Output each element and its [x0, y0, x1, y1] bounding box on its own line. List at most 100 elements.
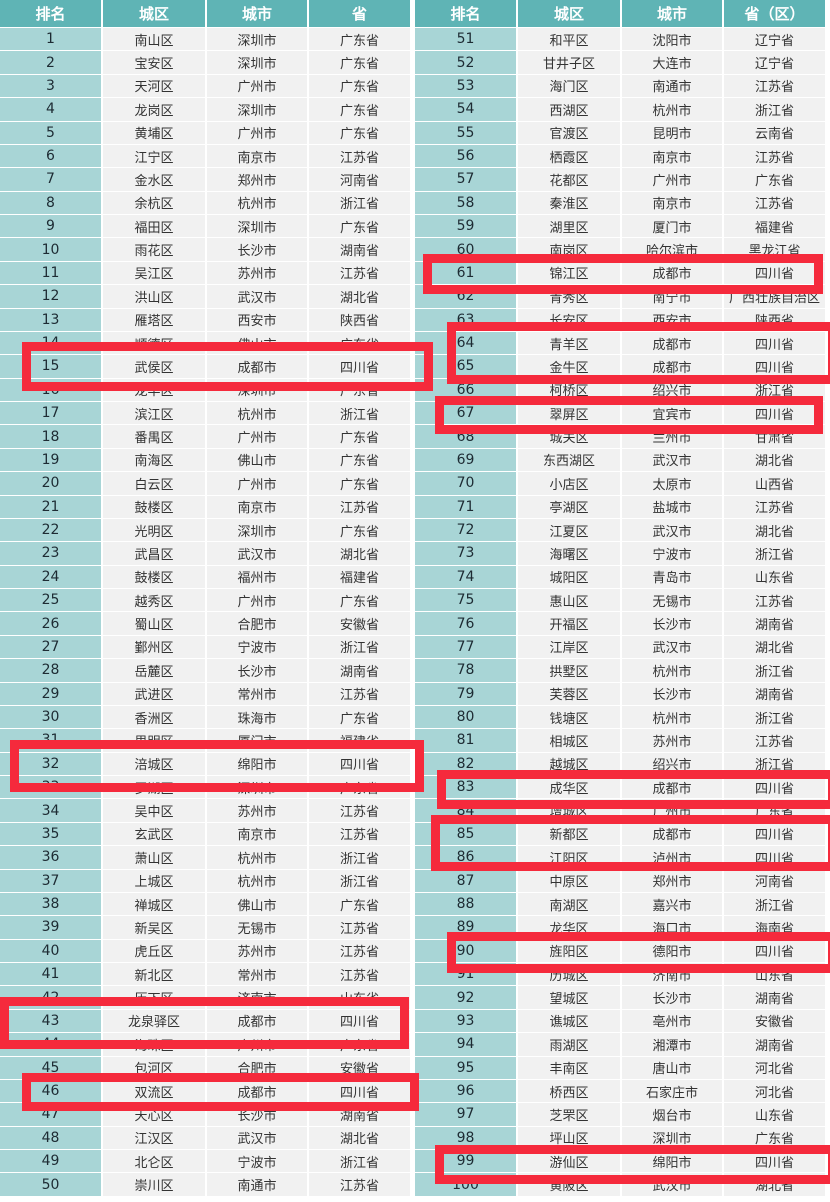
province-cell: 广东省 — [309, 705, 412, 729]
city-cell: 长沙市 — [622, 682, 724, 705]
province-cell: 浙江省 — [724, 659, 827, 682]
rank-cell: 58 — [415, 191, 518, 214]
district-cell: 东西湖区 — [518, 448, 622, 472]
district-cell: 黄埔区 — [103, 121, 207, 144]
table-row: 82 越城区 绍兴市 浙江省 — [415, 752, 827, 776]
province-cell: 浙江省 — [724, 705, 827, 729]
rank-cell: 81 — [415, 729, 518, 752]
district-cell: 双流区 — [103, 1079, 207, 1103]
city-cell: 武汉市 — [622, 448, 724, 472]
table-row: 50 崇川区 南通市 江苏省 — [0, 1173, 412, 1197]
district-cell: 武昌区 — [103, 542, 207, 565]
table-row: 38 禅城区 佛山市 广东省 — [0, 892, 412, 917]
city-cell: 深圳市 — [207, 51, 309, 74]
rank-cell: 19 — [0, 448, 103, 472]
city-cell: 南京市 — [207, 144, 309, 168]
table-row: 90 旌阳区 德阳市 四川省 — [415, 939, 827, 963]
city-cell: 绵阳市 — [207, 752, 309, 775]
district-cell: 吴中区 — [103, 799, 207, 822]
city-cell: 南京市 — [207, 495, 309, 518]
table-row: 49 北仑区 宁波市 浙江省 — [0, 1150, 412, 1174]
province-cell: 山东省 — [724, 565, 827, 588]
district-cell: 海曙区 — [518, 542, 622, 565]
province-cell: 湖北省 — [724, 448, 827, 472]
province-cell: 浙江省 — [724, 542, 827, 565]
rank-cell: 74 — [415, 565, 518, 588]
city-cell: 无锡市 — [622, 589, 724, 612]
table-row: 65 金牛区 成都市 四川省 — [415, 355, 827, 379]
city-cell: 南通市 — [207, 1173, 309, 1196]
district-cell: 坪山区 — [518, 1126, 622, 1149]
province-cell: 江苏省 — [724, 144, 827, 168]
table-row: 32 涪城区 绵阳市 四川省 — [0, 752, 412, 776]
district-cell: 湖里区 — [518, 215, 622, 238]
table-row: 41 新北区 常州市 江苏省 — [0, 963, 412, 987]
district-cell: 光明区 — [103, 518, 207, 542]
city-cell: 南京市 — [207, 822, 309, 846]
rank-cell: 94 — [415, 1033, 518, 1056]
city-cell: 深圳市 — [207, 28, 309, 51]
table-row: 77 江岸区 武汉市 湖北省 — [415, 635, 827, 660]
district-cell: 白云区 — [103, 472, 207, 495]
province-cell: 云南省 — [724, 121, 827, 144]
table-row: 98 坪山区 深圳市 广东省 — [415, 1126, 827, 1150]
city-cell: 长沙市 — [622, 986, 724, 1009]
rank-cell: 52 — [415, 51, 518, 74]
district-cell: 青羊区 — [518, 331, 622, 355]
table-row: 36 萧山区 杭州市 浙江省 — [0, 846, 412, 870]
province-cell: 江苏省 — [724, 74, 827, 98]
district-cell: 福田区 — [103, 215, 207, 238]
province-cell: 广东省 — [309, 518, 412, 542]
city-cell: 南京市 — [622, 144, 724, 168]
province-cell: 山西省 — [724, 472, 827, 495]
district-cell: 番禺区 — [103, 425, 207, 448]
city-cell: 广州市 — [207, 425, 309, 448]
rank-cell: 34 — [0, 799, 103, 822]
rank-cell: 98 — [415, 1126, 518, 1149]
district-cell: 金水区 — [103, 168, 207, 191]
rank-cell: 78 — [415, 659, 518, 682]
highlight-box-rank-83 — [437, 770, 830, 809]
table-row: 8 余杭区 杭州市 浙江省 — [0, 191, 412, 215]
district-cell: 越城区 — [518, 752, 622, 775]
rank-cell: 49 — [0, 1150, 103, 1173]
district-cell: 江夏区 — [518, 518, 622, 542]
table-row: 34 吴中区 苏州市 江苏省 — [0, 799, 412, 823]
city-cell: 深圳市 — [207, 518, 309, 542]
city-cell: 成都市 — [622, 261, 724, 285]
city-cell: 广州市 — [207, 121, 309, 144]
table-row: 53 海门区 南通市 江苏省 — [415, 74, 827, 99]
table-row: 29 武进区 常州市 江苏省 — [0, 682, 412, 706]
district-cell: 鄞州区 — [103, 635, 207, 659]
table-row: 71 亭湖区 盐城市 江苏省 — [415, 495, 827, 519]
table-row: 88 南湖区 嘉兴市 浙江省 — [415, 892, 827, 917]
province-cell: 江苏省 — [309, 916, 412, 939]
rank-cell: 11 — [0, 261, 103, 285]
province-cell: 福建省 — [724, 215, 827, 238]
province-cell: 四川省 — [724, 331, 827, 355]
district-cell: 亭湖区 — [518, 495, 622, 518]
table-row: 3 天河区 广州市 广东省 — [0, 74, 412, 99]
city-cell: 宁波市 — [207, 635, 309, 659]
city-cell: 宁波市 — [622, 542, 724, 565]
table-row: 9 福田区 深圳市 广东省 — [0, 215, 412, 239]
province-cell: 广东省 — [724, 1126, 827, 1149]
district-cell: 禅城区 — [103, 892, 207, 916]
rank-cell: 18 — [0, 425, 103, 448]
district-cell: 南山区 — [103, 28, 207, 51]
rank-cell: 38 — [0, 892, 103, 916]
rank-cell: 4 — [0, 98, 103, 121]
table-row: 64 青羊区 成都市 四川省 — [415, 331, 827, 356]
highlight-box-rank-61 — [423, 254, 823, 294]
province-cell: 浙江省 — [309, 869, 412, 892]
province-cell: 江苏省 — [309, 682, 412, 705]
province-cell: 广东省 — [309, 74, 412, 98]
rank-cell: 20 — [0, 472, 103, 495]
rank-cell: 10 — [0, 238, 103, 261]
city-cell: 杭州市 — [622, 705, 724, 729]
rank-cell: 36 — [0, 846, 103, 869]
rank-cell: 72 — [415, 518, 518, 542]
rank-cell: 96 — [415, 1079, 518, 1103]
province-cell: 江苏省 — [724, 589, 827, 612]
city-cell: 成都市 — [622, 331, 724, 355]
